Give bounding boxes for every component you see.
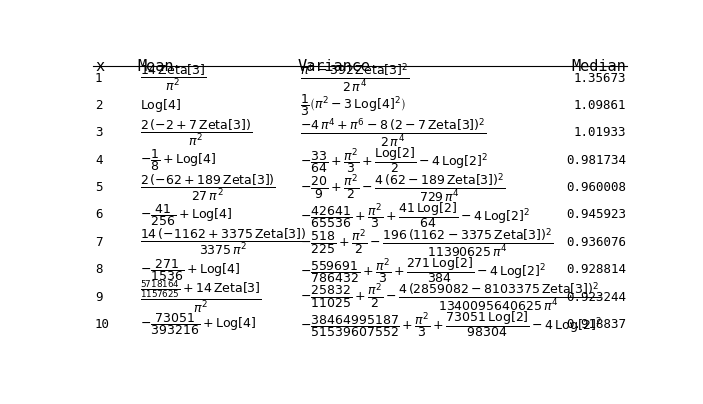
Text: 0.923244: 0.923244	[566, 290, 626, 303]
Text: 7: 7	[95, 236, 103, 249]
Text: $\dfrac{2\,(-62+189\,\mathrm{Zeta}[3])}{27\,\pi^2}$: $\dfrac{2\,(-62+189\,\mathrm{Zeta}[3])}{…	[140, 173, 276, 202]
Text: 1.35673: 1.35673	[574, 72, 626, 84]
Text: 0.945923: 0.945923	[566, 208, 626, 221]
Text: $-\dfrac{518}{225}+\dfrac{\pi^2}{2}-\dfrac{196\,(1162-3375\,\mathrm{Zeta}[3])^2}: $-\dfrac{518}{225}+\dfrac{\pi^2}{2}-\dfr…	[300, 226, 554, 259]
Text: Variance: Variance	[297, 59, 370, 74]
Text: $\dfrac{1}{3}\left(\pi^2-3\,\mathrm{Log}[4]^2\right)$: $\dfrac{1}{3}\left(\pi^2-3\,\mathrm{Log}…	[300, 93, 406, 118]
Text: $\dfrac{2\,(-2+7\,\mathrm{Zeta}[3])}{\pi^2}$: $\dfrac{2\,(-2+7\,\mathrm{Zeta}[3])}{\pi…	[140, 118, 252, 148]
Text: x: x	[95, 59, 104, 74]
Text: $\mathrm{Log}[4]$: $\mathrm{Log}[4]$	[140, 97, 181, 114]
Text: $-\dfrac{42641}{65536}+\dfrac{\pi^2}{3}+\dfrac{41\,\mathrm{Log}[2]}{64}-4\,\math: $-\dfrac{42641}{65536}+\dfrac{\pi^2}{3}+…	[300, 200, 531, 230]
Text: 9: 9	[95, 290, 103, 303]
Text: 0.981734: 0.981734	[566, 154, 626, 167]
Text: 1: 1	[95, 72, 103, 84]
Text: $-\dfrac{559691}{786432}+\dfrac{\pi^2}{3}+\dfrac{271\,\mathrm{Log}[2]}{384}-4\,\: $-\dfrac{559691}{786432}+\dfrac{\pi^2}{3…	[300, 255, 546, 284]
Text: $\dfrac{\frac{5718164}{1157625}+14\,\mathrm{Zeta}[3]}{\pi^2}$: $\dfrac{\frac{5718164}{1157625}+14\,\mat…	[140, 278, 262, 316]
Text: Mean: Mean	[137, 59, 174, 74]
Text: 6: 6	[95, 208, 103, 221]
Text: 1.01933: 1.01933	[574, 126, 626, 139]
Text: 1.09861: 1.09861	[574, 99, 626, 112]
Text: 0.936076: 0.936076	[566, 236, 626, 249]
Text: 5: 5	[95, 181, 103, 194]
Text: $\dfrac{14\,\mathrm{Zeta}[3]}{\pi^2}$: $\dfrac{14\,\mathrm{Zeta}[3]}{\pi^2}$	[140, 63, 206, 93]
Text: 3: 3	[95, 126, 103, 139]
Text: $\dfrac{\pi^6-392\,\mathrm{Zeta}[3]^2}{2\,\pi^4}$: $\dfrac{\pi^6-392\,\mathrm{Zeta}[3]^2}{2…	[300, 62, 410, 95]
Text: $\dfrac{14\,(-1162+3375\,\mathrm{Zeta}[3])}{3375\,\pi^2}$: $\dfrac{14\,(-1162+3375\,\mathrm{Zeta}[3…	[140, 227, 307, 257]
Text: $-\dfrac{25832}{11025}+\dfrac{\pi^2}{2}-\dfrac{4\,(2859082-8103375\,\mathrm{Zeta: $-\dfrac{25832}{11025}+\dfrac{\pi^2}{2}-…	[300, 281, 601, 314]
Text: $-\dfrac{41}{256}+\mathrm{Log}[4]$: $-\dfrac{41}{256}+\mathrm{Log}[4]$	[140, 202, 232, 228]
Text: 10: 10	[95, 318, 110, 331]
Text: 8: 8	[95, 263, 103, 276]
Text: $-\dfrac{33}{64}+\dfrac{\pi^2}{3}+\dfrac{\mathrm{Log}[2]}{2}-4\,\mathrm{Log}[2]^: $-\dfrac{33}{64}+\dfrac{\pi^2}{3}+\dfrac…	[300, 145, 489, 175]
Text: $-\dfrac{73051}{393216}+\mathrm{Log}[4]$: $-\dfrac{73051}{393216}+\mathrm{Log}[4]$	[140, 311, 256, 337]
Text: Median: Median	[572, 59, 626, 74]
Text: $-\dfrac{1}{8}+\mathrm{Log}[4]$: $-\dfrac{1}{8}+\mathrm{Log}[4]$	[140, 147, 216, 173]
Text: 4: 4	[95, 154, 103, 167]
Text: $\dfrac{-4\,\pi^4+\pi^6-8\,(2-7\,\mathrm{Zeta}[3])^2}{2\,\pi^4}$: $\dfrac{-4\,\pi^4+\pi^6-8\,(2-7\,\mathrm…	[300, 116, 487, 149]
Text: 2: 2	[95, 99, 103, 112]
Text: $-\dfrac{20}{9}+\dfrac{\pi^2}{2}-\dfrac{4\,(62-189\,\mathrm{Zeta}[3])^2}{729\,\p: $-\dfrac{20}{9}+\dfrac{\pi^2}{2}-\dfrac{…	[300, 171, 506, 204]
Text: 0.928814: 0.928814	[566, 263, 626, 276]
Text: 0.918837: 0.918837	[566, 318, 626, 331]
Text: $-\dfrac{38464995187}{51539607552}+\dfrac{\pi^2}{3}+\dfrac{73051\,\mathrm{Log}[2: $-\dfrac{38464995187}{51539607552}+\dfra…	[300, 309, 602, 339]
Text: 0.960008: 0.960008	[566, 181, 626, 194]
Text: $-\dfrac{271}{1536}+\mathrm{Log}[4]$: $-\dfrac{271}{1536}+\mathrm{Log}[4]$	[140, 257, 240, 283]
